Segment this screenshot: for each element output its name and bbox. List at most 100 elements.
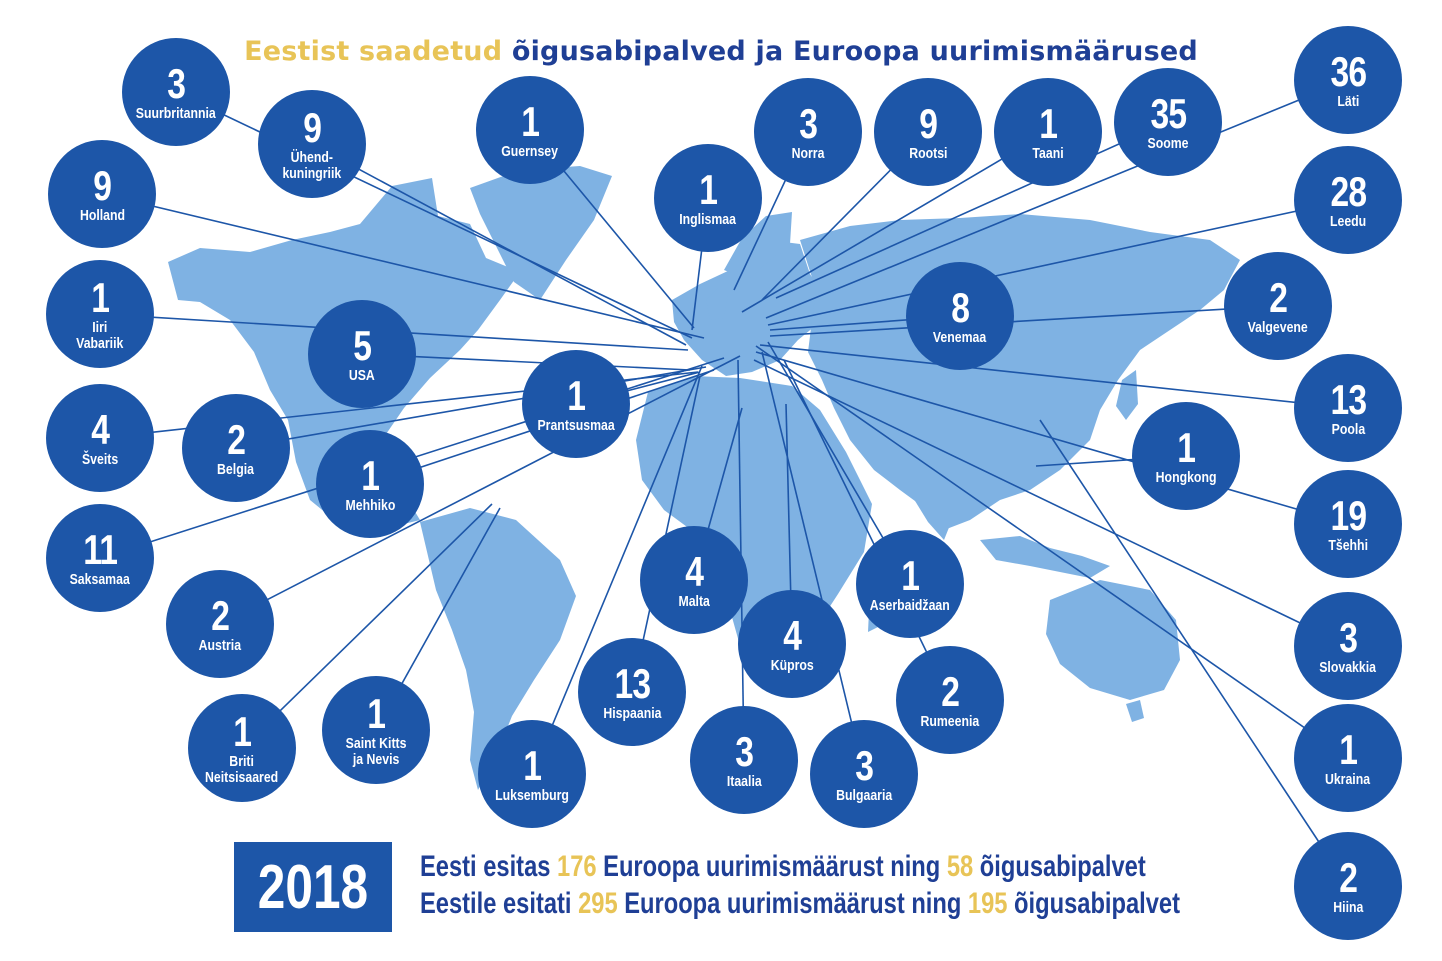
connector-valgevene — [769, 305, 1279, 337]
country-bubble-briti-neitsisaared: 1 Briti Neitsisaared — [188, 694, 296, 802]
summary-line-1-text-a: Eesti esitas — [420, 850, 558, 883]
country-count: 4 — [91, 405, 110, 453]
connector-briti-neitsisaared — [241, 503, 493, 749]
country-bubble-aserbaidzaan: 1 Aserbaidžaan — [856, 530, 964, 638]
country-bubble-suurbritannia: 3 Suurbritannia — [122, 38, 230, 146]
country-bubble-luksemburg: 1 Luksemburg — [478, 720, 586, 828]
country-bubble-iiri-vabariik: 1 Iiri Vabariik — [46, 260, 154, 368]
summary-line-1-number-1: 176 — [557, 850, 597, 883]
country-name: Soome — [1147, 134, 1189, 152]
country-count: 1 — [91, 273, 110, 321]
country-count: 9 — [93, 161, 112, 209]
country-name: Hispaania — [602, 704, 662, 722]
country-bubble-uhend-kuningriik: 9 Ühend- kuningriik — [258, 90, 366, 198]
country-count: 1 — [233, 707, 252, 755]
country-count: 1 — [361, 451, 380, 499]
country-name: Briti Neitsisaared — [205, 752, 279, 786]
country-name: Rumeenia — [920, 712, 980, 730]
country-count: 1 — [901, 551, 920, 599]
summary-line-1-number-2: 58 — [946, 850, 974, 883]
country-bubble-prantsusmaa: 1 Prantsusmaa — [522, 350, 630, 458]
connector-uhend-kuningriik — [311, 143, 687, 346]
country-name: Iiri Vabariik — [76, 318, 124, 352]
country-bubble-rootsi: 9 Rootsi — [874, 78, 982, 186]
country-name: Poola — [1331, 420, 1365, 438]
country-bubble-holland: 9 Holland — [48, 140, 156, 248]
country-name: Ühend- kuningriik — [282, 148, 342, 182]
country-count: 8 — [951, 283, 970, 331]
summary-line-2-number-2: 195 — [967, 887, 1008, 920]
country-count: 3 — [799, 99, 818, 147]
japan-shape — [1116, 370, 1138, 420]
country-count: 1 — [523, 741, 542, 789]
country-count: 9 — [919, 99, 938, 147]
country-count: 19 — [1330, 491, 1367, 539]
connector-luksemburg — [531, 365, 703, 775]
country-count: 1 — [699, 165, 718, 213]
country-bubble-valgevene: 2 Valgevene — [1224, 252, 1332, 360]
country-name: Saksamaa — [69, 570, 131, 588]
country-name: Austria — [198, 636, 242, 654]
country-count: 11 — [83, 525, 118, 573]
country-count: 5 — [353, 321, 372, 369]
country-name: Aserbaidžaan — [869, 596, 950, 614]
india-shape — [900, 466, 960, 540]
country-count: 1 — [1177, 423, 1196, 471]
country-name: Küpros — [770, 656, 814, 674]
country-bubble-sveits: 4 Šveits — [46, 384, 154, 492]
connector-leedu — [767, 199, 1349, 326]
country-bubble-lati: 36 Läti — [1294, 26, 1402, 134]
country-name: Ukraina — [1325, 770, 1371, 788]
country-bubble-itaalia: 3 Itaalia — [690, 706, 798, 814]
country-bubble-saint-kitts-ja-nevis: 1 Saint Kitts ja Nevis — [322, 676, 430, 784]
page-title: Eestist saadetud õigusabipalved ja Euroo… — [0, 36, 1442, 67]
country-name: Suurbritannia — [136, 104, 216, 122]
country-count: 2 — [1339, 853, 1358, 901]
country-count: 3 — [1339, 613, 1358, 661]
country-bubble-austria: 2 Austria — [166, 570, 274, 678]
connector-lati — [765, 79, 1349, 319]
country-count: 4 — [783, 611, 802, 659]
new-zealand-shape — [1126, 700, 1144, 722]
country-bubble-norra: 3 Norra — [754, 78, 862, 186]
country-count: 2 — [941, 667, 960, 715]
country-name: Leedu — [1329, 212, 1367, 230]
country-name: Läti — [1337, 92, 1359, 110]
country-bubble-hongkong: 1 Hongkong — [1132, 402, 1240, 510]
country-count: 35 — [1150, 89, 1187, 137]
country-name: Valgevene — [1247, 318, 1309, 336]
country-name: Tšehhi — [1328, 536, 1368, 554]
country-name: Norra — [791, 144, 825, 162]
country-bubble-bulgaaria: 3 Bulgaaria — [810, 720, 918, 828]
country-name: Luksemburg — [495, 786, 569, 804]
summary-line-2-text-b: Euroopa uurimismäärust ning — [617, 887, 968, 920]
connector-rumeenia — [783, 359, 951, 701]
summary-line-1-text-b: Euroopa uurimismäärust ning — [596, 850, 947, 883]
country-count: 1 — [521, 97, 540, 145]
country-name: Guernsey — [501, 142, 559, 160]
summary-line-1-text-c: õigusabipalvet — [973, 850, 1146, 883]
connector-ukraina — [755, 345, 1349, 759]
country-name: Hiina — [1332, 898, 1364, 916]
country-name: Prantsusmaa — [537, 416, 615, 434]
summary-line-1: Eesti esitas 176 Euroopa uurimismäärust … — [420, 848, 1180, 885]
australia-shape — [1046, 580, 1180, 700]
country-bubble-taani: 1 Taani — [994, 78, 1102, 186]
country-bubble-hiina: 2 Hiina — [1294, 832, 1402, 940]
country-bubble-tsehhi: 19 Tšehhi — [1294, 470, 1402, 578]
country-bubble-soome: 35 Soome — [1114, 68, 1222, 176]
country-name: Rootsi — [908, 144, 948, 162]
country-bubble-inglismaa: 1 Inglismaa — [654, 144, 762, 252]
country-count: 28 — [1330, 167, 1367, 215]
connector-belgia — [235, 366, 707, 449]
country-count: 3 — [855, 741, 874, 789]
country-count: 1 — [1039, 99, 1058, 147]
title-rest: õigusabipalved ja Euroopa uurimismääruse… — [502, 36, 1198, 67]
country-bubble-usa: 5 USA — [308, 300, 416, 408]
country-count: 3 — [167, 59, 186, 107]
country-name: Šveits — [81, 450, 119, 468]
country-bubble-rumeenia: 2 Rumeenia — [896, 646, 1004, 754]
country-name: Venemaa — [933, 328, 987, 346]
country-name: Saint Kitts ja Nevis — [345, 734, 407, 768]
